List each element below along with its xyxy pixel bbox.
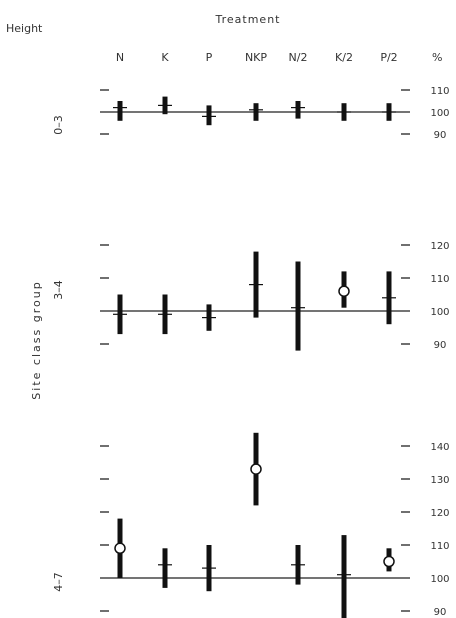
treatment-label: K/2 (335, 51, 353, 64)
treatment-label: N/2 (289, 51, 308, 64)
y-tick-label: 90 (434, 130, 447, 141)
y-tick-label: 100 (430, 307, 449, 318)
site-class-group-label: Site class group (30, 280, 43, 399)
height-label: Height (6, 22, 43, 35)
mean-marker-circle (338, 285, 350, 297)
y-tick-label: 120 (430, 241, 449, 252)
mean-marker-circle (383, 555, 395, 568)
range-bar (295, 101, 301, 119)
y-tick-label: 140 (430, 442, 449, 453)
treatment-label: Treatment (215, 13, 281, 26)
range-bar (206, 105, 212, 126)
y-tick-label: 110 (430, 541, 449, 552)
y-tick-label: 110 (430, 274, 449, 285)
y-tick-label: 100 (430, 108, 449, 119)
height-group-label: 4–7 (52, 572, 65, 592)
mean-marker-circle (250, 463, 262, 475)
treatment-label: NKP (245, 51, 267, 64)
y-tick-label: 130 (430, 475, 449, 486)
y-tick-label: 120 (430, 508, 449, 519)
height-group-label: 0–3 (52, 115, 65, 135)
panel-1: 90 100 110 0–3 (52, 86, 450, 141)
treatment-label: P/2 (380, 51, 397, 64)
range-bar (295, 261, 301, 351)
y-tick-label: 100 (430, 574, 449, 585)
range-bar (253, 103, 259, 121)
unit-label: % (432, 51, 442, 64)
range-bar (117, 101, 123, 121)
y-tick-label: 110 (430, 86, 449, 97)
panel-3: 90 100 110 120 130 140 4–7 (52, 432, 450, 618)
height-group-label: 3–4 (52, 280, 65, 300)
treatment-label: K (161, 51, 169, 64)
panel-2: 90 100 110 120 3–4 (52, 241, 450, 351)
treatment-label: N (116, 51, 124, 64)
y-tick-label: 90 (434, 340, 447, 351)
range-bar (162, 548, 168, 588)
chart-header: Height Treatment % Site class group (6, 13, 442, 400)
chart-panels: 90 100 110 0–3 90 100 110 120 3–4 90 100 110 120 130 1… (52, 86, 450, 618)
mean-marker-circle (114, 542, 126, 555)
treatment-label: P (206, 51, 213, 64)
range-bar (341, 535, 347, 618)
y-tick-label: 90 (434, 607, 447, 618)
treatment-labels: N K P NKP N/2 K/2 P/2 (116, 51, 398, 64)
